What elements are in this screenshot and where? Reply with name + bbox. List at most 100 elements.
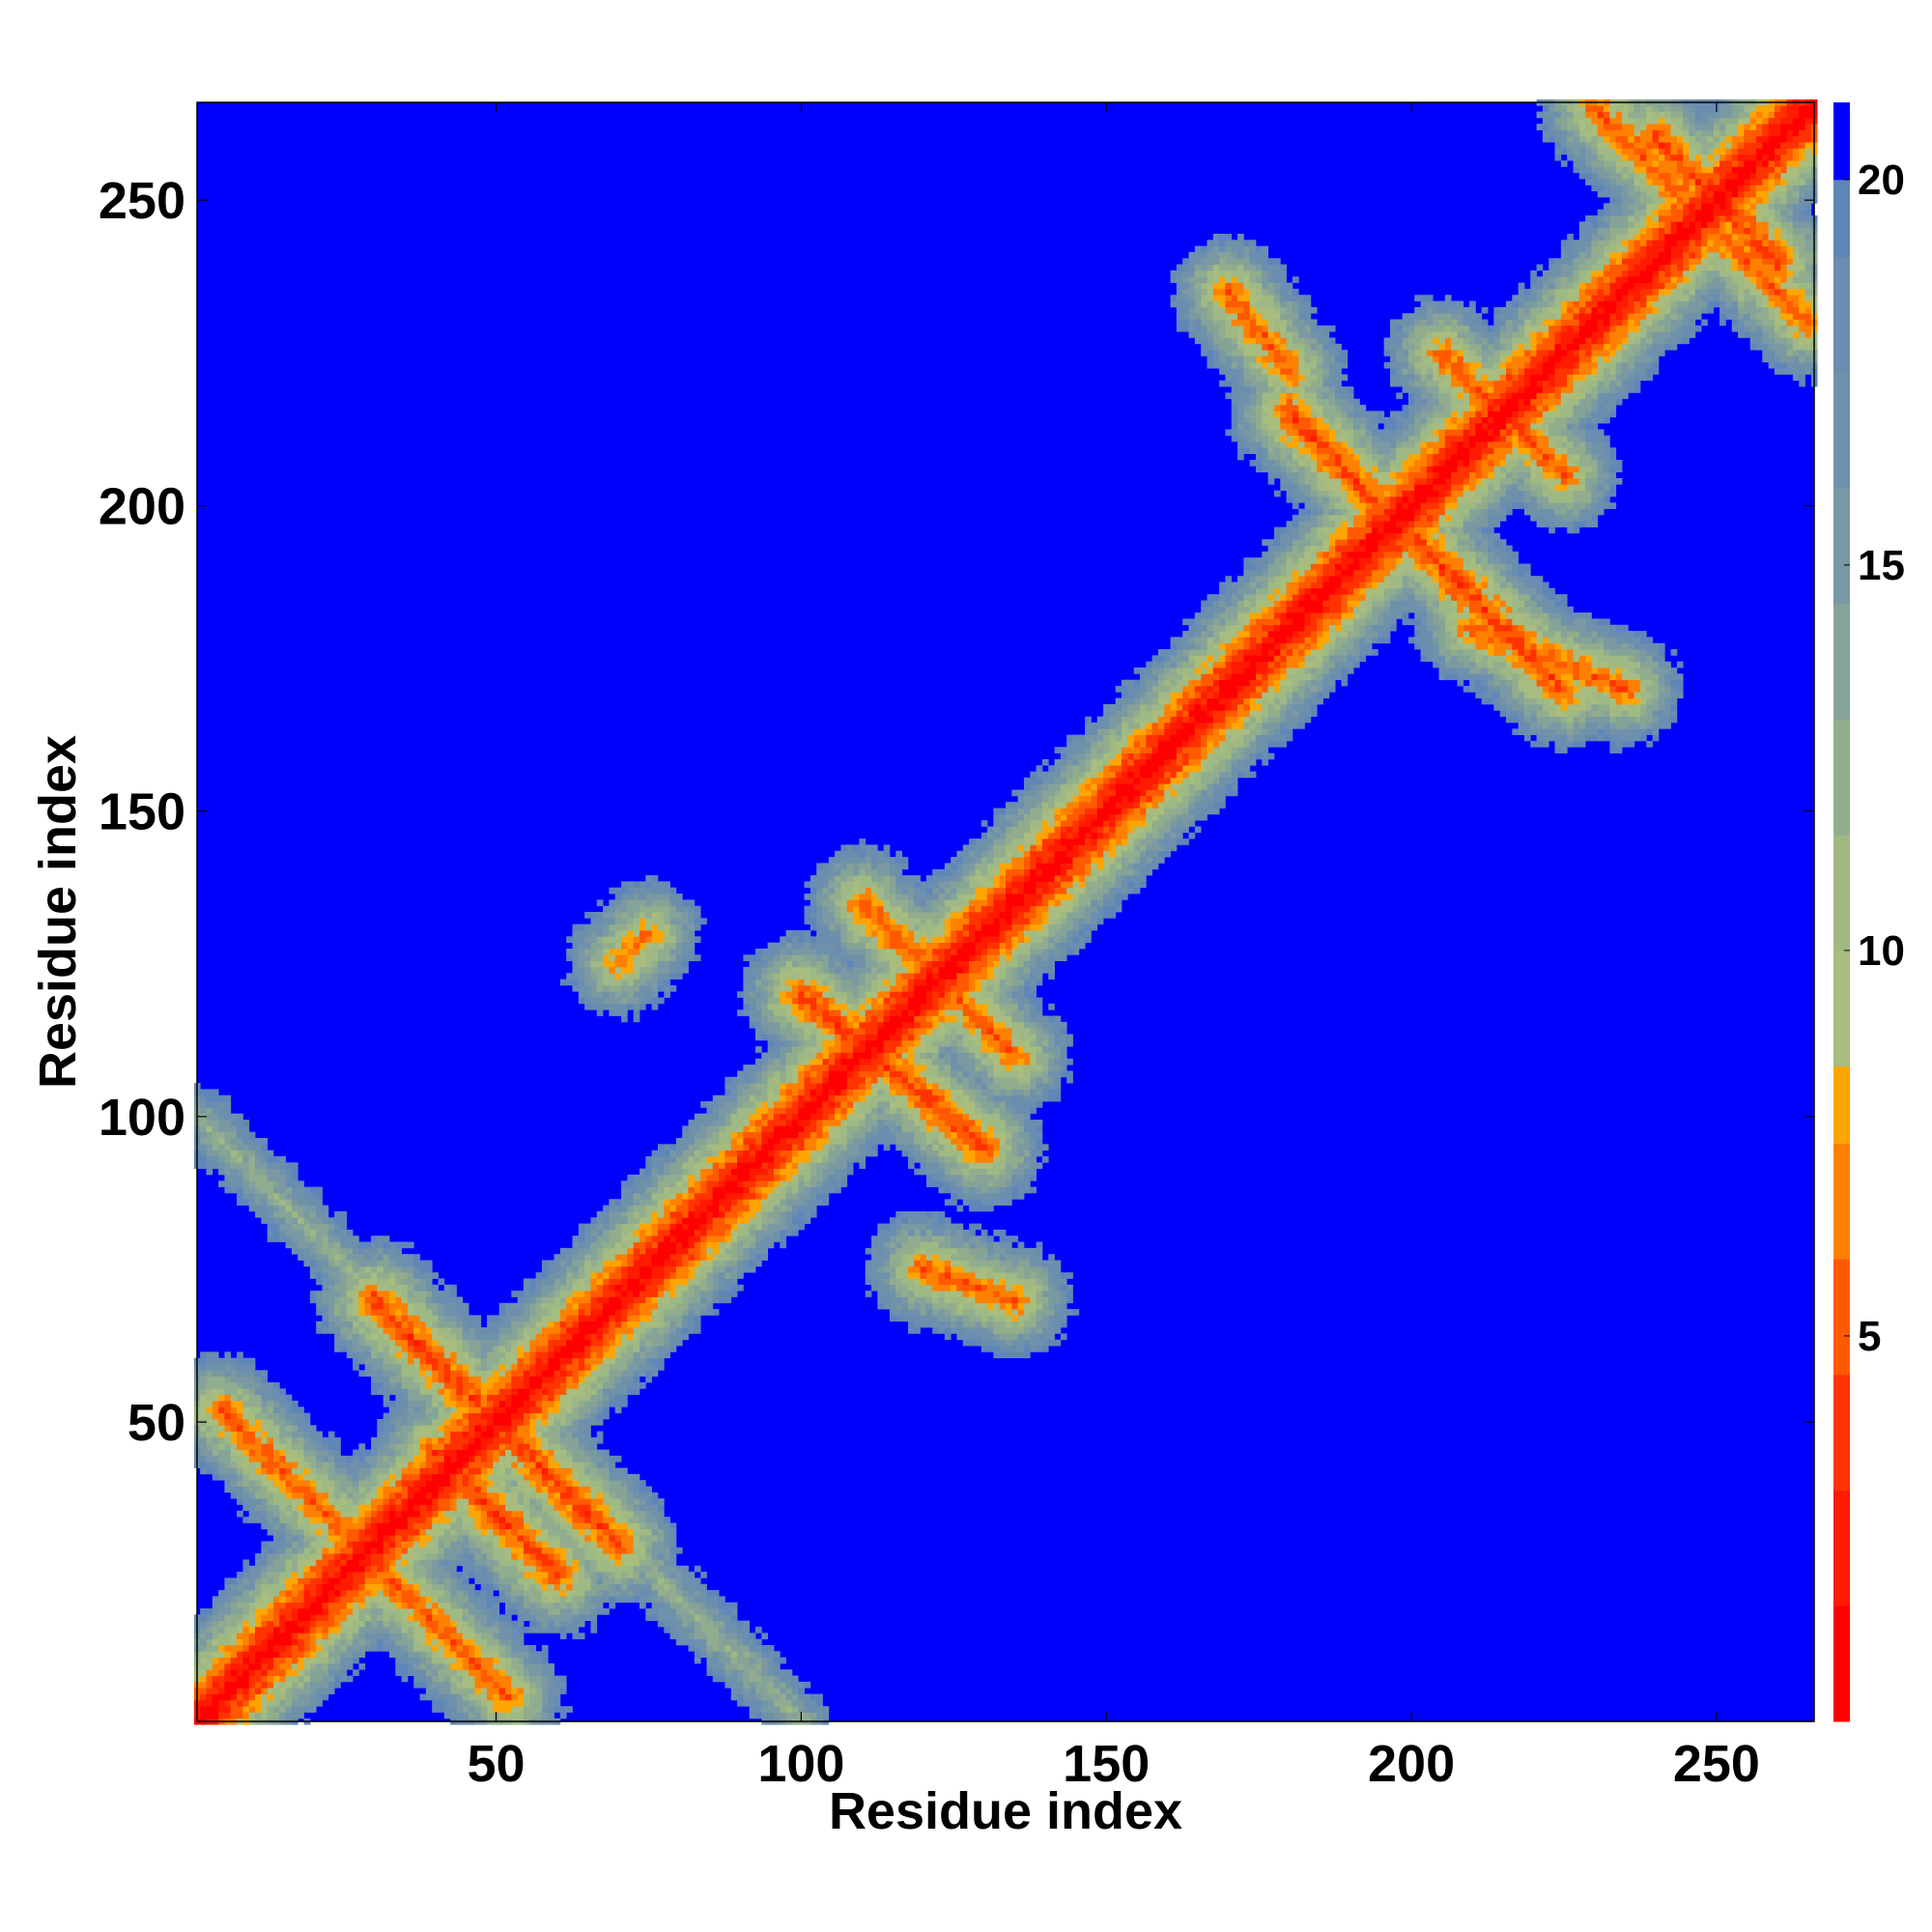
heatmap-cell [432,1272,439,1279]
heatmap-cell [432,1473,439,1481]
heatmap-cell [377,1498,384,1505]
heatmap-cell [584,1272,591,1279]
heatmap-cell [511,1492,519,1499]
heatmap-cell [285,1449,293,1457]
heatmap-cell [487,1577,494,1585]
heatmap-cell [438,1517,445,1523]
heatmap-cell [279,1517,286,1523]
heatmap-cells [193,99,1818,1725]
heatmap-cell [523,1504,530,1512]
heatmap-cell [462,1462,469,1468]
heatmap-cell [505,1541,512,1548]
heatmap-cell [218,1473,225,1481]
heatmap-cell [541,1412,549,1420]
heatmap-cell [603,1291,610,1297]
heatmap-cell [456,1449,464,1457]
heatmap-cell [614,1504,622,1512]
heatmap-cell [248,1577,256,1585]
heatmap-cell [377,1535,384,1542]
heatmap-cell [633,1382,640,1389]
heatmap-cell [261,1614,269,1622]
heatmap-cell [456,1651,464,1658]
heatmap-cell [517,1321,525,1328]
heatmap-cell [334,1467,341,1475]
heatmap-cell [298,1205,304,1212]
heatmap-cell [603,1394,610,1402]
heatmap-cell [230,1436,238,1444]
heatmap-cell [316,1583,323,1591]
heatmap-cell [248,1418,256,1426]
heatmap-cell [443,1296,451,1304]
heatmap-cell [462,1467,469,1475]
heatmap-cell [248,1473,256,1481]
heatmap-cell [255,1443,262,1450]
heatmap-cell [627,1504,635,1512]
heatmap-cell [419,1559,427,1567]
heatmap-cell [614,1265,622,1273]
heatmap-cell [443,1528,451,1536]
heatmap-cell [279,1638,286,1646]
heatmap-cell [303,1431,311,1438]
heatmap-cell [237,1669,243,1676]
heatmap-cell [298,1431,304,1438]
heatmap-cell [511,1327,519,1334]
heatmap-cell [200,1144,207,1151]
heatmap-cell [517,1333,525,1341]
heatmap-cell [498,1590,506,1597]
heatmap-cell [535,1669,543,1676]
heatmap-cell [590,1565,598,1573]
heatmap-cell [303,1199,311,1206]
heatmap-cell [548,1260,554,1267]
heatmap-cell [316,1455,323,1463]
heatmap-cell [541,1321,549,1328]
heatmap-cell [609,1596,616,1604]
heatmap-cell [627,1339,635,1347]
heatmap-cell [469,1376,475,1383]
heatmap-cell [316,1498,323,1505]
heatmap-cell [548,1565,554,1573]
heatmap-cell [413,1675,420,1683]
heatmap-cell [334,1681,341,1689]
heatmap-cell [578,1327,585,1334]
heatmap-cell [298,1675,304,1683]
heatmap-cell [443,1620,451,1628]
heatmap-cell [200,1131,207,1139]
heatmap-cell [413,1278,420,1286]
heatmap-cell [377,1620,384,1628]
heatmap-cell [469,1510,475,1518]
heatmap-cell [401,1364,409,1371]
heatmap-cell [206,1425,213,1432]
heatmap-cell [383,1254,390,1261]
heatmap-cell [303,1192,311,1200]
heatmap-cell [554,1706,561,1713]
heatmap-cell [456,1669,464,1676]
heatmap-cell [469,1315,475,1322]
heatmap-cell [554,1498,561,1505]
heatmap-cell [559,1626,567,1634]
heatmap-cell [327,1626,335,1634]
heatmap-cell [255,1418,262,1426]
heatmap-cell [322,1662,329,1670]
heatmap-cell [340,1541,348,1548]
heatmap-cell [609,1327,616,1334]
heatmap-cell [627,1229,635,1236]
heatmap-cell [237,1192,243,1200]
heatmap-cell [212,1462,219,1468]
heatmap-cell [413,1633,420,1640]
heatmap-cell [474,1492,482,1499]
heatmap-cell [272,1400,280,1407]
heatmap-cell [511,1583,519,1591]
heatmap-cell [535,1626,543,1634]
heatmap-cell [334,1644,341,1652]
heatmap-cell [309,1272,317,1279]
heatmap-cell [529,1608,536,1615]
heatmap-cell [242,1657,250,1664]
heatmap-cell [450,1436,457,1444]
heatmap-cell [248,1510,256,1518]
heatmap-cell [255,1633,262,1640]
heatmap-cell [554,1480,561,1487]
heatmap-cell [413,1400,420,1407]
heatmap-cell [364,1339,372,1347]
heatmap-cell [487,1388,494,1396]
heatmap-cell [218,1651,225,1658]
